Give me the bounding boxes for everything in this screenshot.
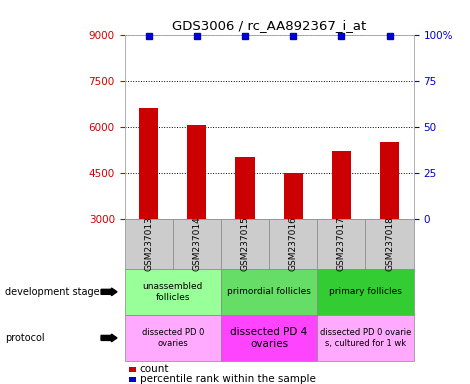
Text: protocol: protocol	[5, 333, 44, 343]
Text: count: count	[140, 364, 169, 374]
Bar	[187, 125, 206, 219]
Text: percentile rank within the sample: percentile rank within the sample	[140, 374, 315, 384]
Text: GSM237017: GSM237017	[337, 217, 346, 271]
Text: GSM237015: GSM237015	[241, 217, 250, 271]
Text: dissected PD 0 ovarie
s, cultured for 1 wk: dissected PD 0 ovarie s, cultured for 1 …	[320, 328, 411, 348]
Text: development stage: development stage	[5, 287, 99, 297]
Bar	[380, 142, 399, 219]
Title: GDS3006 / rc_AA892367_i_at: GDS3006 / rc_AA892367_i_at	[172, 19, 366, 32]
Text: GSM237018: GSM237018	[385, 217, 394, 271]
Bar	[139, 108, 158, 219]
Text: dissected PD 0
ovaries: dissected PD 0 ovaries	[141, 328, 204, 348]
Text: dissected PD 4
ovaries: dissected PD 4 ovaries	[230, 327, 308, 349]
Text: GSM237016: GSM237016	[289, 217, 298, 271]
Bar	[235, 157, 255, 219]
Text: unassembled
follicles: unassembled follicles	[142, 282, 203, 301]
Text: primary follicles: primary follicles	[329, 287, 402, 296]
Bar	[332, 151, 351, 219]
Bar	[283, 173, 303, 219]
Text: primordial follicles: primordial follicles	[227, 287, 311, 296]
Text: GSM237014: GSM237014	[192, 217, 201, 271]
Text: GSM237013: GSM237013	[144, 217, 153, 271]
